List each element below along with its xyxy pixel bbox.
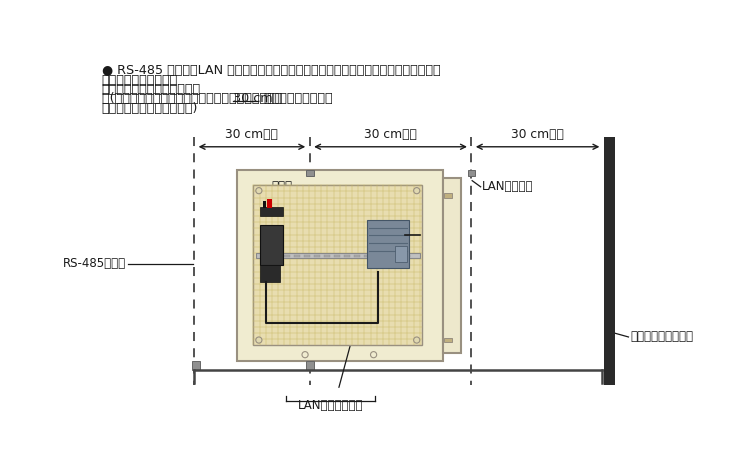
Bar (314, 254, 320, 257)
Text: LANケーブル: LANケーブル (482, 180, 534, 193)
Text: ことをおすすめします): ことをおすすめします) (102, 102, 198, 115)
Bar (445, 193, 452, 198)
Bar (267, 199, 272, 208)
Bar (260, 207, 283, 216)
Bar (367, 220, 409, 267)
Text: 30 cm: 30 cm (233, 92, 273, 105)
Text: 大電流が流れる電線: 大電流が流れる電線 (630, 330, 693, 343)
Bar (274, 254, 280, 257)
Bar (443, 178, 461, 353)
Circle shape (256, 188, 262, 194)
Bar (394, 254, 400, 257)
Text: (やむを得ず並走してしまう場合は、下図のように: (やむを得ず並走してしまう場合は、下図のように (102, 92, 286, 105)
Text: LAN対応ユニット: LAN対応ユニット (298, 398, 363, 411)
Bar (445, 338, 452, 343)
Bar (604, 137, 614, 385)
Text: 電源線: 電源線 (272, 180, 292, 193)
Text: ことを推奨します。: ことを推奨します。 (102, 74, 178, 87)
Text: 30 cm程度: 30 cm程度 (226, 129, 278, 141)
Bar (254, 185, 422, 345)
Bar (323, 254, 330, 257)
Circle shape (414, 188, 420, 194)
Bar (284, 254, 290, 257)
Text: 程度離して配線する: 程度離して配線する (260, 92, 332, 105)
Bar (304, 254, 310, 257)
Bar (334, 254, 340, 257)
Text: ● RS-485 通信線・LAN ケーブルは電源線や大電流が流れる電線と並走して配線しない: ● RS-485 通信線・LAN ケーブルは電源線や大電流が流れる電線と並走して… (102, 64, 440, 76)
Circle shape (370, 352, 376, 358)
Text: 30 cm程度: 30 cm程度 (364, 129, 417, 141)
Bar (306, 170, 314, 176)
Bar (364, 254, 370, 257)
Bar (260, 226, 283, 265)
Bar (404, 254, 410, 257)
Bar (395, 246, 406, 261)
Bar (256, 253, 420, 259)
Bar (262, 201, 266, 208)
Bar (192, 361, 200, 370)
Text: 誤動作の原因になります。: 誤動作の原因になります。 (102, 83, 201, 96)
Text: RS-485通信線: RS-485通信線 (63, 257, 127, 270)
Circle shape (256, 337, 262, 343)
Bar (293, 254, 300, 257)
Circle shape (302, 352, 308, 358)
Circle shape (414, 337, 420, 343)
Bar (344, 254, 350, 257)
Text: 30 cm程度: 30 cm程度 (512, 129, 564, 141)
Bar (236, 170, 443, 361)
Bar (260, 265, 280, 282)
Bar (353, 254, 360, 257)
Bar (383, 254, 390, 257)
Bar (374, 254, 380, 257)
Bar (306, 361, 314, 370)
Bar (467, 170, 476, 176)
Bar (263, 254, 270, 257)
